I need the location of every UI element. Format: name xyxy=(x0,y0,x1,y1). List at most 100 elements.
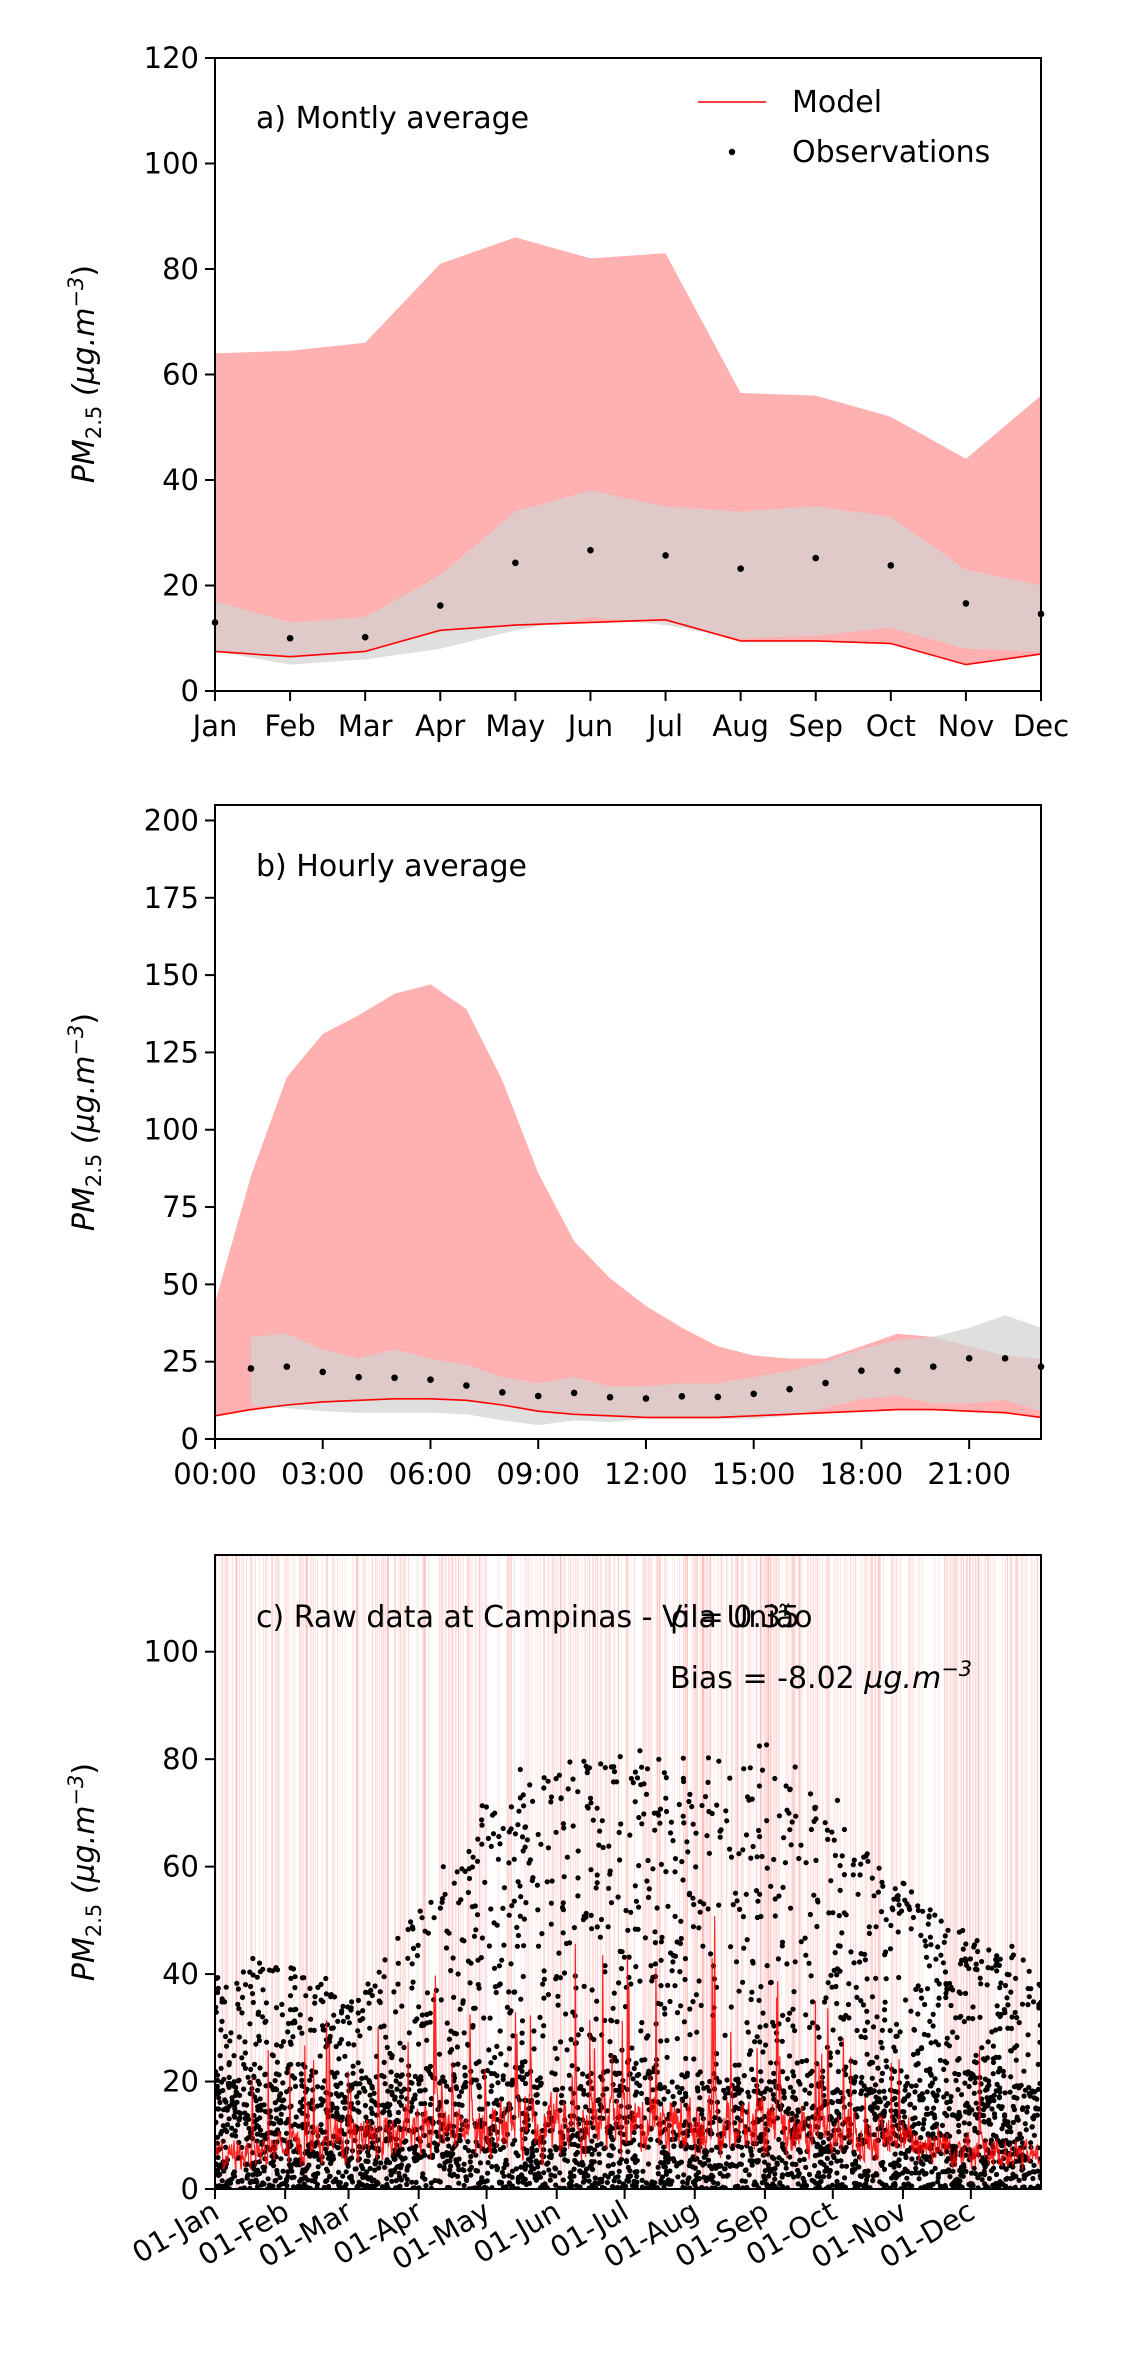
observation-point xyxy=(1001,2073,1007,2079)
observation-point xyxy=(795,2173,801,2179)
observation-point xyxy=(784,2075,790,2082)
observation-point xyxy=(569,2063,575,2069)
observation-point xyxy=(728,2004,734,2010)
observation-point xyxy=(394,2086,400,2092)
observation-point xyxy=(216,2106,222,2112)
observation-point xyxy=(355,2183,361,2189)
observation-point xyxy=(935,2087,942,2093)
observation-point xyxy=(732,2062,738,2068)
observation-point xyxy=(355,2108,361,2114)
observation-point xyxy=(938,1952,944,1958)
observation-point xyxy=(971,1944,977,1950)
observation-point xyxy=(522,2080,529,2087)
observation-point xyxy=(916,2176,922,2182)
observation-point xyxy=(596,2097,602,2103)
observation-point xyxy=(434,2148,440,2154)
observation-point xyxy=(395,1935,401,1941)
observation-point xyxy=(643,2180,650,2186)
observation-point xyxy=(938,1918,944,1924)
x-tick-label: Mar xyxy=(338,709,393,743)
model-line xyxy=(214,1398,1042,1419)
observation-point xyxy=(928,2040,934,2046)
observation-point xyxy=(382,2081,388,2087)
model-range-band xyxy=(215,984,1041,1418)
observation-point xyxy=(838,2014,844,2020)
observation-point xyxy=(280,2080,286,2086)
observation-point xyxy=(616,1829,622,1836)
observation-point xyxy=(563,1940,570,1947)
observation-point xyxy=(779,2172,786,2178)
observation-point xyxy=(962,2102,969,2108)
observation-point xyxy=(490,1831,497,1837)
observation-point xyxy=(722,2095,728,2101)
observation-point xyxy=(686,1798,692,1805)
observation-point xyxy=(930,2023,936,2029)
observation-point xyxy=(977,2144,983,2150)
observation-point xyxy=(409,2080,415,2086)
observation-point xyxy=(558,2039,564,2045)
observation-point xyxy=(665,2116,671,2122)
observation-point xyxy=(578,2083,584,2090)
observation-point xyxy=(1009,1955,1015,1961)
observation-point xyxy=(627,1832,633,1838)
observation-point xyxy=(461,2182,467,2189)
observation-point xyxy=(973,2100,979,2106)
observation-point xyxy=(631,2178,637,2184)
observation-point xyxy=(1008,2176,1014,2182)
observation-point xyxy=(650,2087,656,2093)
observation-point xyxy=(236,2006,242,2012)
observation-point xyxy=(372,1983,378,1989)
observation-point xyxy=(360,2016,366,2022)
observation-point xyxy=(606,1885,612,1891)
observation-point xyxy=(427,2063,434,2069)
observation-point xyxy=(714,1393,722,1401)
observation-point xyxy=(1025,2052,1031,2058)
observation-point xyxy=(663,1795,669,1801)
observation-point xyxy=(1014,2043,1020,2049)
observation-point xyxy=(764,2183,770,2189)
observation-point xyxy=(750,1958,756,1964)
observation-point xyxy=(616,2092,622,2098)
observation-point xyxy=(658,1861,665,1867)
observation-point xyxy=(776,2155,782,2161)
observation-point xyxy=(375,2148,381,2154)
observation-point xyxy=(573,2151,579,2157)
observation-point xyxy=(291,2148,297,2155)
observation-point xyxy=(948,2094,954,2100)
x-tick-label: Jul xyxy=(646,709,683,743)
observation-point xyxy=(851,2149,857,2155)
observation-point xyxy=(630,2076,636,2082)
observation-point xyxy=(923,2156,929,2163)
observation-point xyxy=(252,2094,258,2100)
observation-point xyxy=(727,1775,733,1781)
observation-point xyxy=(244,2136,250,2142)
observation-point xyxy=(990,2071,996,2077)
observation-point xyxy=(345,2004,351,2010)
observation-point xyxy=(763,2042,769,2048)
observation-point xyxy=(881,2110,888,2116)
observation-point xyxy=(656,1756,662,1762)
observation-point xyxy=(484,2067,491,2074)
observation-point xyxy=(575,2032,581,2038)
observation-point xyxy=(475,1836,481,1842)
observation-point xyxy=(658,1983,664,1989)
observation-point xyxy=(277,2175,283,2181)
observation-point xyxy=(791,2073,797,2079)
observation-point xyxy=(506,1860,512,1866)
observation-point xyxy=(457,2006,463,2012)
observation-point xyxy=(580,2071,586,2077)
x-tick-label: May xyxy=(485,709,545,743)
observation-point xyxy=(549,1878,555,1884)
observation-point xyxy=(944,2091,950,2097)
observation-point xyxy=(944,2060,950,2066)
observation-point xyxy=(273,2005,280,2011)
observation-point xyxy=(319,1368,327,1376)
observation-point xyxy=(913,2160,919,2166)
observation-point xyxy=(950,2112,956,2118)
observation-point xyxy=(561,1825,567,1831)
observation-point xyxy=(1022,2121,1028,2127)
y-tick-label: 40 xyxy=(162,1957,199,1991)
observation-point xyxy=(1016,2020,1022,2026)
observation-point xyxy=(350,2063,356,2069)
observation-point xyxy=(978,1981,984,1987)
